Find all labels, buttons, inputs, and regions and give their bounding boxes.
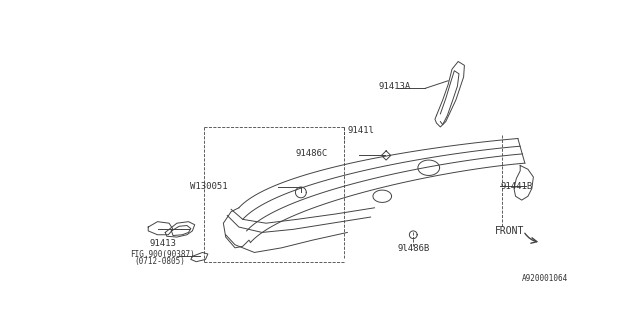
Text: FRONT: FRONT: [495, 226, 524, 236]
Text: 91486C: 91486C: [296, 149, 328, 158]
Text: FIG.900(90387): FIG.900(90387): [131, 250, 195, 259]
Text: 91441B: 91441B: [501, 182, 533, 191]
Text: 9141l: 9141l: [348, 126, 374, 135]
Text: 9l486B: 9l486B: [397, 244, 430, 253]
Text: (0712-0805): (0712-0805): [134, 257, 185, 266]
Text: 91413: 91413: [150, 239, 177, 249]
Text: A920001064: A920001064: [522, 274, 568, 283]
Text: 91413A: 91413A: [378, 82, 411, 91]
Text: W130051: W130051: [189, 182, 227, 191]
